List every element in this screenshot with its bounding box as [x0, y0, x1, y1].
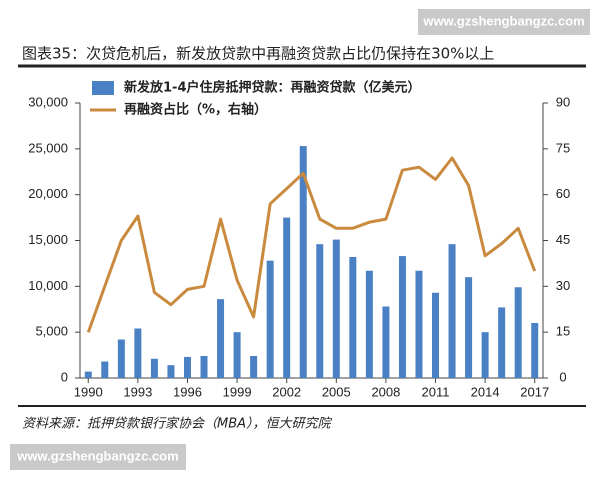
x-tick-label: 1999	[223, 384, 252, 399]
bar	[398, 256, 406, 378]
y2-tick-label: 15	[556, 324, 570, 339]
bar	[283, 217, 291, 378]
x-tick-label: 2011	[422, 384, 450, 399]
bar	[250, 356, 258, 378]
bar	[183, 356, 191, 378]
x-tick-label: 1996	[173, 384, 202, 399]
bar	[150, 358, 158, 378]
y-tick-label: 25,000	[28, 140, 68, 155]
legend-label: 新发放1-4户住房抵押贷款：再融资贷款（亿美元）	[124, 80, 421, 96]
bar	[167, 365, 175, 378]
bar	[448, 244, 456, 378]
y-tick-label: 30,000	[28, 94, 68, 109]
x-tick-label: 2017	[520, 384, 549, 399]
bar	[432, 292, 440, 378]
y2-tick-label: 60	[556, 186, 570, 201]
bar	[514, 287, 522, 378]
y-tick-label: 0	[61, 369, 68, 384]
y2-tick-label: 45	[556, 232, 570, 247]
watermark: www.gzshengbangzc.com	[16, 448, 178, 463]
y-tick-label: 15,000	[28, 232, 68, 247]
bar	[101, 361, 109, 378]
y2-tick-label: 75	[556, 140, 570, 155]
x-tick-label: 1993	[123, 384, 152, 399]
bar	[382, 306, 390, 378]
y2-tick-label: 0	[559, 369, 566, 384]
bar	[349, 257, 357, 378]
x-tick-label: 2005	[322, 384, 351, 399]
x-tick-label: 2014	[471, 384, 500, 399]
bar	[415, 270, 423, 378]
source: 资料来源：抵押贷款银行家协会（MBA），恒大研究院	[22, 416, 333, 432]
chart-title: 图表35：次贷危机后，新发放贷款中再融资贷款占比仍保持在30%以上	[22, 45, 494, 63]
watermark-box	[10, 444, 186, 470]
y2-tick-label: 30	[556, 278, 570, 293]
bar	[84, 371, 92, 378]
bar	[217, 299, 225, 378]
y-tick-label: 10,000	[28, 278, 68, 293]
legend-label: 再融资占比（%，右轴）	[124, 102, 267, 118]
line	[86, 156, 537, 333]
y-tick-label: 20,000	[28, 186, 68, 201]
x-tick-label: 2002	[272, 384, 301, 399]
bar	[134, 328, 142, 378]
bar	[266, 260, 274, 378]
bar	[299, 146, 307, 378]
watermark-box	[418, 9, 590, 35]
watermark: www.gzshengbangzc.com	[422, 13, 584, 28]
bar	[465, 277, 473, 378]
bar	[498, 307, 506, 378]
bar	[200, 356, 208, 378]
bar	[316, 244, 324, 378]
bar	[233, 332, 241, 378]
bar	[481, 332, 489, 378]
legend-swatch	[92, 81, 114, 95]
y2-tick-label: 90	[556, 94, 570, 109]
bar	[531, 323, 539, 378]
x-tick-label: 1990	[74, 384, 103, 399]
y-tick-label: 5,000	[35, 324, 68, 339]
bar	[365, 270, 373, 378]
bar	[332, 239, 340, 378]
x-tick-label: 2008	[371, 384, 400, 399]
bar	[117, 339, 125, 378]
